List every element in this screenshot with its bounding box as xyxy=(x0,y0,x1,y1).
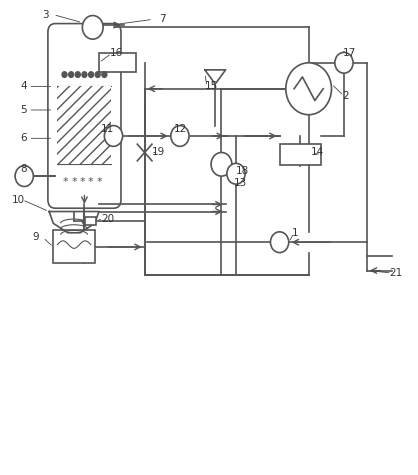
Text: 13: 13 xyxy=(234,178,247,188)
Text: 5: 5 xyxy=(20,105,27,115)
Text: *: * xyxy=(88,177,94,187)
Text: 11: 11 xyxy=(101,124,114,134)
Circle shape xyxy=(95,72,100,77)
Text: 20: 20 xyxy=(101,214,114,224)
Text: 3: 3 xyxy=(42,10,49,19)
Text: 6: 6 xyxy=(20,133,27,143)
Circle shape xyxy=(69,72,74,77)
Text: 12: 12 xyxy=(174,124,187,134)
Circle shape xyxy=(270,232,289,253)
Circle shape xyxy=(82,72,87,77)
Text: 10: 10 xyxy=(12,195,25,205)
Circle shape xyxy=(82,16,103,39)
Text: 15: 15 xyxy=(205,81,218,91)
Text: 1: 1 xyxy=(292,228,299,238)
Text: 14: 14 xyxy=(311,148,324,158)
Text: 2: 2 xyxy=(342,91,349,101)
Text: 19: 19 xyxy=(152,148,165,158)
Circle shape xyxy=(171,125,189,146)
Circle shape xyxy=(286,63,331,115)
FancyBboxPatch shape xyxy=(57,86,112,164)
Circle shape xyxy=(75,72,80,77)
Bar xyxy=(280,144,321,165)
Circle shape xyxy=(15,166,33,187)
Circle shape xyxy=(335,52,353,73)
Text: 17: 17 xyxy=(343,48,357,58)
Text: 9: 9 xyxy=(33,232,39,243)
Circle shape xyxy=(102,72,107,77)
Circle shape xyxy=(104,125,122,146)
Text: 16: 16 xyxy=(110,48,122,58)
Bar xyxy=(85,217,96,225)
Text: 4: 4 xyxy=(20,81,27,91)
FancyBboxPatch shape xyxy=(48,24,121,208)
Circle shape xyxy=(89,72,94,77)
Circle shape xyxy=(62,72,67,77)
Circle shape xyxy=(227,163,245,184)
Text: 7: 7 xyxy=(159,14,166,24)
Text: *: * xyxy=(79,177,85,187)
Bar xyxy=(99,53,136,72)
Text: *: * xyxy=(63,177,69,187)
Text: *: * xyxy=(71,177,77,187)
Text: *: * xyxy=(96,177,102,187)
Text: 21: 21 xyxy=(390,268,403,278)
Text: 8: 8 xyxy=(20,164,27,174)
Text: 18: 18 xyxy=(236,166,249,176)
Circle shape xyxy=(211,152,232,176)
Bar xyxy=(53,230,95,264)
